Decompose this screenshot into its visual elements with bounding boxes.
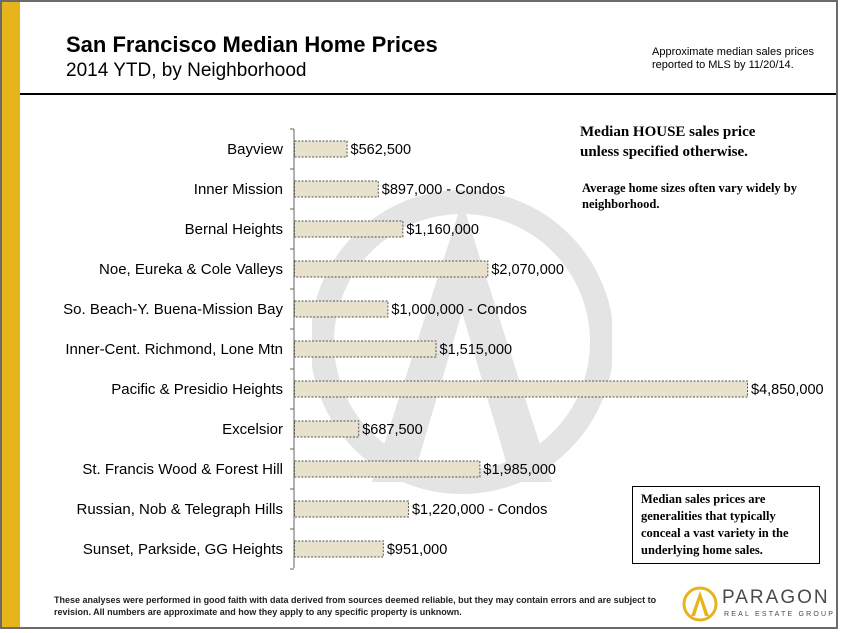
category-label: Russian, Nob & Telegraph Hills xyxy=(77,501,284,518)
category-label: Pacific & Presidio Heights xyxy=(111,381,283,398)
bar xyxy=(294,460,481,478)
category-label: Bayview xyxy=(227,141,283,158)
paragon-logo: PARAGON REAL ESTATE GROUP xyxy=(682,584,836,626)
house-price-note: Median HOUSE sales price unless specifie… xyxy=(580,122,830,162)
category-label: Bernal Heights xyxy=(185,221,283,238)
title-divider xyxy=(20,93,836,95)
bar xyxy=(294,380,748,398)
chart-title: San Francisco Median Home Prices xyxy=(66,32,438,57)
home-size-note: Average home sizes often vary widely by … xyxy=(582,181,798,211)
bar xyxy=(294,300,389,318)
bar-value-label: $951,000 xyxy=(387,542,447,558)
category-label: So. Beach-Y. Buena-Mission Bay xyxy=(63,301,283,318)
bar-value-label: $1,220,000 - Condos xyxy=(412,502,547,518)
category-label: Excelsior xyxy=(222,421,283,438)
category-label: Inner Mission xyxy=(194,181,283,198)
bar xyxy=(294,500,409,518)
bar-value-label: $687,500 xyxy=(362,422,422,438)
bar xyxy=(294,340,437,358)
paragon-logo-icon xyxy=(682,586,718,622)
bar-value-label: $562,500 xyxy=(351,142,411,158)
house-note-line-2: unless specified otherwise. xyxy=(580,144,748,160)
bar-value-label: $1,160,000 xyxy=(406,222,479,238)
category-label: St. Francis Wood & Forest Hill xyxy=(82,461,283,478)
bar xyxy=(294,180,379,198)
logo-subtitle: REAL ESTATE GROUP xyxy=(724,611,836,618)
bar-value-label: $1,985,000 xyxy=(483,462,556,478)
bar-value-label: $1,515,000 xyxy=(440,342,513,358)
mls-note: Approximate median sales prices reported… xyxy=(652,46,815,71)
bar-value-label: $1,000,000 - Condos xyxy=(391,302,526,318)
category-label: Inner-Cent. Richmond, Lone Mtn xyxy=(65,341,283,358)
bar-value-label: $897,000 - Condos xyxy=(382,182,505,198)
bar xyxy=(294,540,384,558)
bar-value-label: $2,070,000 xyxy=(491,262,564,278)
bar xyxy=(294,140,348,158)
footer-disclaimer: These analyses were performed in good fa… xyxy=(54,595,657,617)
gold-accent-bar xyxy=(2,2,20,627)
house-note-line-1: Median HOUSE sales price xyxy=(580,124,756,140)
chart-subtitle: 2014 YTD, by Neighborhood xyxy=(66,60,307,81)
bar-value-label: $4,850,000 xyxy=(751,382,824,398)
caveat-note-box: Median sales prices are generalities tha… xyxy=(632,486,820,564)
category-label: Sunset, Parkside, GG Heights xyxy=(83,541,283,558)
bar xyxy=(294,420,360,438)
logo-name: PARAGON xyxy=(722,587,830,608)
bar xyxy=(294,220,404,238)
bar xyxy=(294,260,489,278)
category-label: Noe, Eureka & Cole Valleys xyxy=(99,261,283,278)
